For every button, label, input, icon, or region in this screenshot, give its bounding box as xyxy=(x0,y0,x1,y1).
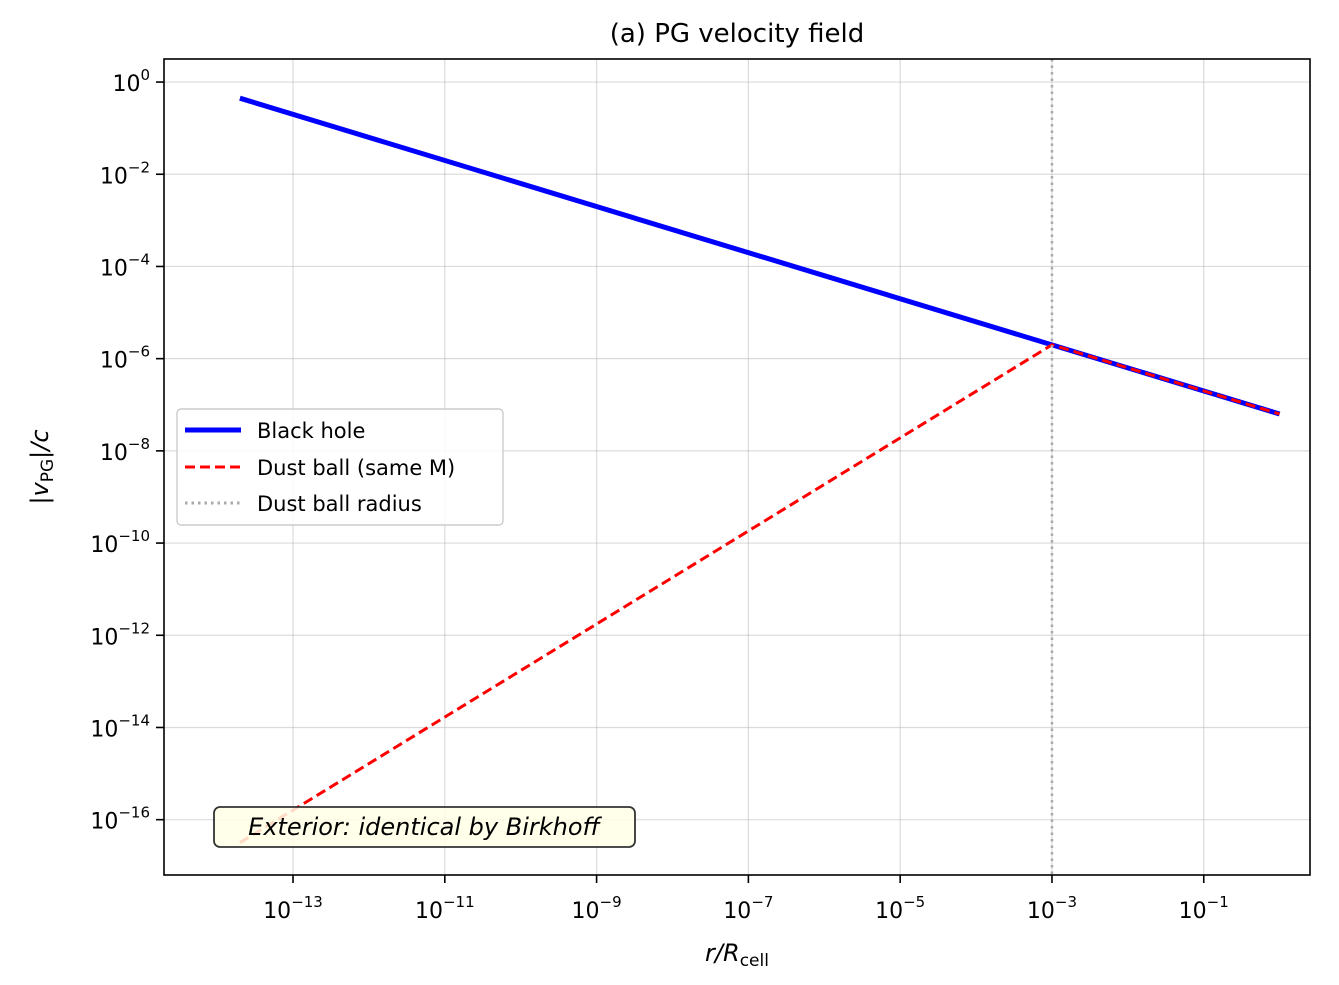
y-tick-label-2: 10−4 xyxy=(100,250,150,281)
legend-box xyxy=(176,408,504,526)
y-tick-label-0: 100 xyxy=(112,66,150,97)
x-axis-label: r/Rcell xyxy=(705,939,769,971)
series-line-dust-ball-same-m xyxy=(239,343,1281,844)
series-layer xyxy=(239,59,1281,875)
y-tick-label-8: 10−16 xyxy=(90,804,150,835)
y-tick-label-4: 10−8 xyxy=(100,435,150,466)
plot-frame xyxy=(163,58,1311,876)
legend: Black hole Dust ball (same M) Dust ball … xyxy=(176,408,504,526)
y-tick-label-1: 10−2 xyxy=(100,158,150,189)
y-tick-label-3: 10−6 xyxy=(100,343,150,374)
annotation-box xyxy=(213,806,636,848)
annotation-text: Exterior: identical by Birkhoff xyxy=(248,813,602,841)
x-tick-label-1: 10−11 xyxy=(415,893,475,924)
legend-label-black-hole: Black hole xyxy=(257,419,365,443)
y-tick-label-6: 10−12 xyxy=(90,619,150,650)
legend-label-dust-ball: Dust ball (same M) xyxy=(257,456,455,480)
x-tick-label-3: 10−7 xyxy=(723,893,773,924)
x-tick-label-5: 10−3 xyxy=(1027,893,1077,924)
ticks: 10−13 10−11 10−9 10−7 10−5 10−3 10−1 100 10−2 10−… xyxy=(90,66,1228,924)
y-tick-label-7: 10−14 xyxy=(90,711,150,742)
x-tick-label-4: 10−5 xyxy=(875,893,925,924)
annotation: Exterior: identical by Birkhoff xyxy=(213,806,636,848)
x-tick-label-2: 10−9 xyxy=(572,893,622,924)
chart-title: (a) PG velocity field xyxy=(610,19,865,49)
grid xyxy=(164,59,1310,875)
y-tick-label-5: 10−10 xyxy=(90,527,150,558)
x-tick-label-0: 10−13 xyxy=(263,893,323,924)
legend-label-dust-ball-radius: Dust ball radius xyxy=(257,492,422,516)
y-axis-label: |vPG|/c xyxy=(26,429,58,504)
x-tick-label-6: 10−1 xyxy=(1179,893,1229,924)
